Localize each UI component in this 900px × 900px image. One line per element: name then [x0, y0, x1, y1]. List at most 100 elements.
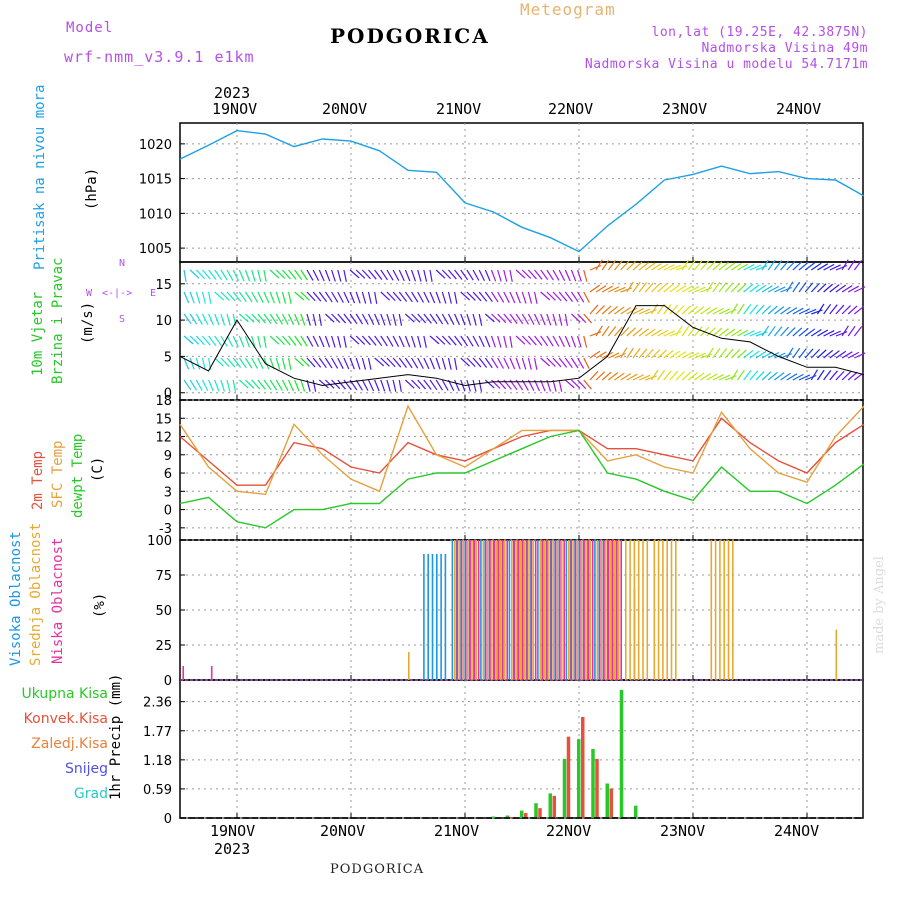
wind-barb: [484, 379, 495, 389]
wind-barb: [515, 357, 521, 370]
cloud-bar: [618, 540, 620, 680]
wind-barb: [238, 335, 245, 348]
wind-barb: [337, 269, 342, 282]
cloud-bar: [710, 540, 713, 680]
wind-barb: [417, 335, 422, 348]
wind-barb: [454, 357, 458, 370]
wind-barb: [232, 291, 242, 302]
wind-barb: [251, 291, 259, 303]
wind-barb: [355, 379, 363, 391]
wind-barb: [251, 269, 256, 282]
wind-barb: [208, 335, 217, 346]
wind-barb: [620, 260, 630, 271]
wind-barb: [552, 313, 557, 326]
wind-barb: [669, 284, 680, 293]
wind-barb: [577, 357, 585, 369]
precip-bar: [591, 749, 595, 818]
wind-barb: [663, 304, 672, 315]
wind-barb: [645, 309, 657, 315]
wind-barb: [275, 379, 283, 391]
cloud-bar: [444, 554, 447, 680]
wind-barb: [749, 284, 760, 293]
wind-barb: [540, 335, 549, 347]
wind-barb: [792, 281, 801, 293]
wind-barb: [374, 313, 380, 326]
wind-barb: [552, 335, 560, 347]
wind-barb: [804, 282, 814, 293]
wind-barb: [232, 357, 242, 368]
wind-barb: [454, 269, 463, 280]
wind-barb: [810, 282, 820, 293]
wind-barb: [497, 269, 502, 282]
precip-bar: [491, 816, 495, 818]
wind-barb: [620, 287, 633, 293]
wind-barb: [558, 313, 563, 326]
wind-barb: [700, 260, 710, 271]
wind-barb: [312, 313, 317, 326]
wind-barb: [706, 281, 714, 293]
wind-barb: [533, 357, 538, 370]
wind-barb: [460, 269, 469, 281]
wind-barb: [638, 328, 650, 337]
meteogram-label: Meteogram: [520, 0, 616, 19]
wind-barb: [220, 357, 230, 368]
wind-barb: [675, 371, 685, 381]
wind-barb: [478, 291, 488, 302]
cloud-bar: [534, 540, 537, 680]
wind-barb: [361, 357, 367, 370]
bottom-day-3: 21NOV: [434, 822, 480, 840]
wind-barb: [484, 269, 491, 282]
model-label: Model: [66, 20, 114, 36]
wind-barb: [281, 357, 286, 370]
wind-barb: [749, 330, 762, 337]
wind-barb: [632, 374, 644, 381]
cloud-bar: [589, 540, 592, 680]
wind-barb: [300, 313, 306, 326]
wind-barb: [183, 313, 192, 325]
wind-barb: [767, 285, 780, 293]
wind-barb: [749, 370, 759, 381]
wind-barb: [570, 357, 579, 369]
wind-barb: [638, 308, 651, 315]
precip-bar: [509, 817, 514, 818]
wind-barb: [251, 379, 261, 390]
wind-barb: [737, 303, 745, 315]
cloud-bar: [620, 540, 622, 680]
wind-barb: [374, 379, 380, 392]
wind-barb: [761, 305, 772, 315]
wind-barb: [460, 335, 468, 347]
wind-barb: [300, 291, 310, 301]
wind-barb: [392, 379, 397, 392]
compass-s: S: [119, 314, 126, 325]
wind-barb: [527, 335, 537, 346]
wind-barb: [232, 379, 237, 392]
wind-barb: [367, 313, 375, 326]
wind-barb: [343, 379, 352, 390]
page-title: PODGORICA: [330, 24, 490, 48]
cloud-bar: [460, 540, 463, 680]
wind-barb: [681, 259, 690, 271]
wind-barb: [835, 264, 848, 271]
wind-barb: [786, 281, 794, 293]
wind-barb: [626, 373, 638, 381]
wind-barb: [331, 335, 336, 348]
wind-barb: [583, 357, 590, 369]
wind-barb: [681, 351, 693, 359]
wind-barb: [767, 259, 776, 271]
wind-barb: [361, 269, 371, 280]
wind-barb: [632, 281, 641, 293]
cloud-bar: [486, 540, 489, 680]
wind-barb: [847, 325, 856, 337]
wind-barb: [515, 335, 526, 345]
wind-barb: [404, 357, 413, 369]
wind-barb: [183, 269, 187, 282]
wind-barb: [527, 313, 535, 325]
wind-barb: [478, 357, 488, 368]
wind-barb: [472, 379, 477, 392]
cloud-bar: [675, 540, 677, 680]
wind-barb: [681, 285, 693, 293]
cloud-bar: [502, 540, 504, 680]
wind-barb: [847, 351, 860, 359]
wind-barb: [816, 303, 825, 315]
wind-barb: [398, 291, 408, 302]
